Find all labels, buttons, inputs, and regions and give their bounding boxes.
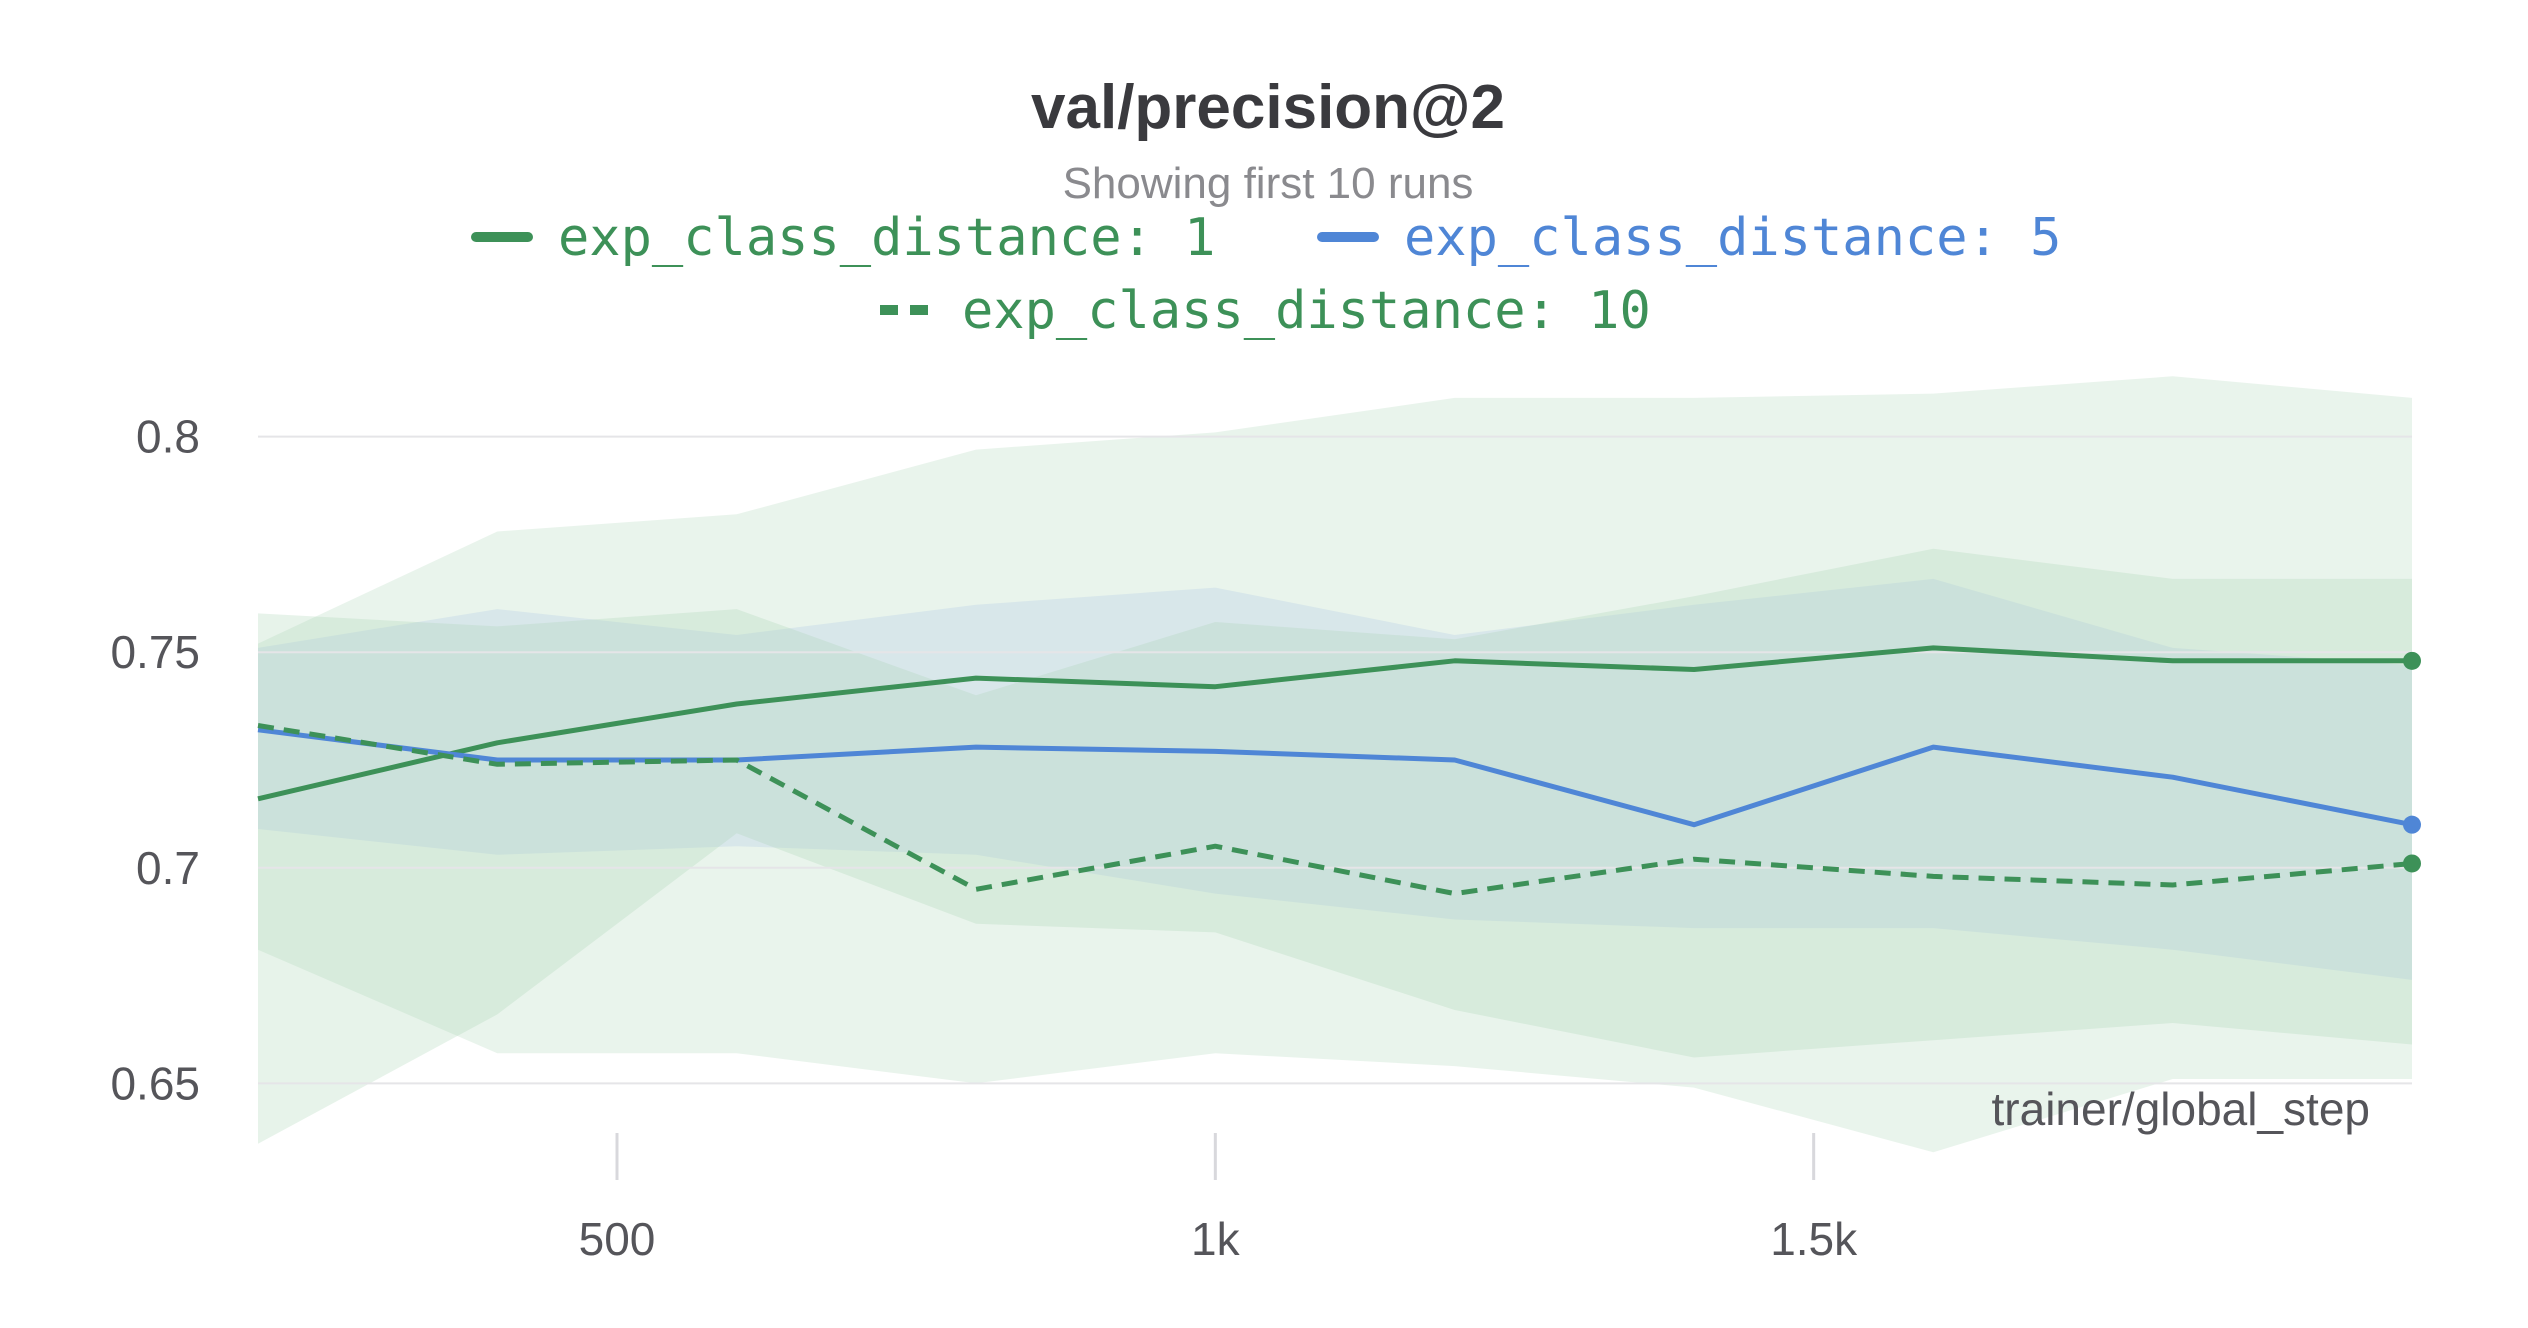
x-tick-label: 1.5k [1770,1213,1858,1265]
y-tick-label: 0.7 [136,842,200,894]
series-line-3 [257,723,2413,897]
y-tick-label: 0.8 [136,411,200,463]
legend-label: exp_class_distance: 10 [962,281,1651,341]
series-line-2 [257,727,2413,828]
series-line-1 [257,645,2412,802]
band-2 [258,578,2412,980]
x-axis-title: trainer/global_step [1992,1083,2370,1135]
legend-label: exp_class_distance: 1 [558,208,1215,268]
y-tick-label: 0.65 [110,1057,200,1109]
legend-item[interactable]: exp_class_distance: 1 [471,208,1215,268]
series-end-point [2403,815,2421,834]
band-1 [258,376,2412,1153]
x-tick-label: 500 [579,1213,656,1265]
legend-label: exp_class_distance: 5 [1404,208,2061,268]
x-tick-label: 1k [1191,1213,1241,1265]
series-end-point [2403,651,2421,670]
y-tick-label: 0.75 [110,626,200,678]
chart-title: val/precision@2 [1031,73,1505,142]
legend-item[interactable]: exp_class_distance: 5 [1317,208,2061,268]
series-lines [257,645,2421,897]
x-axis: 500 1k 1.5k [579,1133,1858,1265]
series-end-point [2403,854,2421,873]
y-axis: 0.65 0.7 0.75 0.8 [110,411,200,1110]
legend: exp_class_distance: 1 exp_class_distance:… [471,208,2061,341]
chart-subtitle: Showing first 10 runs [1063,159,1474,208]
legend-item[interactable]: exp_class_distance: 10 [880,281,1651,341]
